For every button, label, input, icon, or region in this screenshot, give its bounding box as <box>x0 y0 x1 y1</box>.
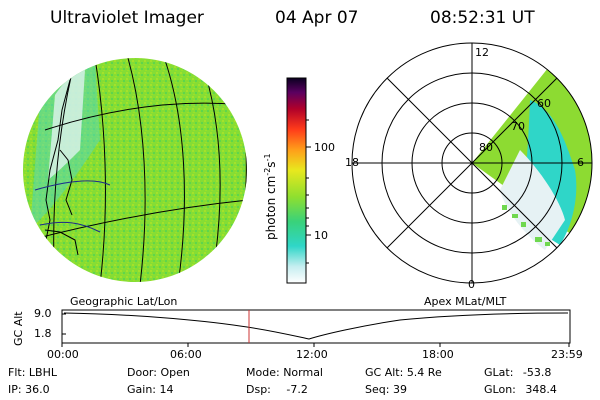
polar-plot <box>351 42 593 284</box>
info-ip-val: 36.0 <box>25 383 50 396</box>
info-glat: GLat: -53.8 <box>484 366 551 379</box>
timeline-ytick-1-8: 1.8 <box>34 327 52 340</box>
info-glon: GLon: 348.4 <box>484 383 557 396</box>
timeline-xtick-2359: 23:59 <box>551 348 583 361</box>
info-mode: Mode: Normal <box>246 366 323 379</box>
info-flt: Flt: LBHL <box>8 366 57 379</box>
info-glat-key: GLat: <box>484 366 514 379</box>
left-panel-label: Geographic Lat/Lon <box>70 295 178 308</box>
timeline-xtick-0600: 06:00 <box>170 348 202 361</box>
timeline-plot <box>61 309 571 347</box>
colorbar-label: photon cm-2s-1 <box>263 153 278 240</box>
earth-disk-image <box>23 58 247 282</box>
info-flt-val: LBHL <box>28 366 57 379</box>
info-gcalt-val: 5.4 Re <box>406 366 442 379</box>
colorbar <box>286 77 311 284</box>
info-ip-key: IP: <box>8 383 22 396</box>
info-seq-val: 39 <box>392 383 407 396</box>
info-door-key: Door: <box>127 366 157 379</box>
info-ip: IP: 36.0 <box>8 383 50 396</box>
mlt-label-6: 6 <box>577 156 584 169</box>
info-glon-val: 348.4 <box>525 383 557 396</box>
info-dsp-val: -7.2 <box>286 383 308 396</box>
info-seq-key: Seq: <box>365 383 390 396</box>
info-seq: Seq: 39 <box>365 383 407 396</box>
info-door-val: Open <box>160 366 190 379</box>
mlt-label-0: 0 <box>468 278 475 291</box>
instrument-title: Ultraviolet Imager <box>50 8 204 28</box>
info-mode-key: Mode: <box>246 366 280 379</box>
info-mode-val: Normal <box>283 366 323 379</box>
info-dsp: Dsp: -7.2 <box>246 383 308 396</box>
timeline-ylabel: GC Alt <box>12 311 25 346</box>
mlat-label-80: 80 <box>479 141 493 154</box>
info-gain-val: 14 <box>159 383 174 396</box>
info-glon-key: GLon: <box>484 383 516 396</box>
mlt-label-18: 18 <box>345 156 359 169</box>
timeline-ytick-9: 9.0 <box>34 307 52 320</box>
info-gcalt: GC Alt: 5.4 Re <box>365 366 442 379</box>
timeline-xtick-1800: 18:00 <box>422 348 454 361</box>
info-gain: Gain: 14 <box>127 383 174 396</box>
mlat-label-60: 60 <box>537 97 551 110</box>
info-gain-key: Gain: <box>127 383 156 396</box>
right-panel-label: Apex MLat/MLT <box>424 295 507 308</box>
info-glat-val: -53.8 <box>522 366 552 379</box>
mlt-label-12: 12 <box>475 46 489 59</box>
timeline-xtick-1200: 12:00 <box>296 348 328 361</box>
time-label: 08:52:31 UT <box>430 8 535 28</box>
info-gcalt-key: GC Alt: <box>365 366 404 379</box>
info-door: Door: Open <box>127 366 190 379</box>
colorbar-tick-100: 100 <box>314 141 335 154</box>
timeline-xtick-0000: 00:00 <box>47 348 79 361</box>
info-flt-key: Flt: <box>8 366 26 379</box>
colorbar-label-exp2: -1 <box>263 153 272 162</box>
date-label: 04 Apr 07 <box>275 8 359 28</box>
colorbar-label-s: s <box>264 161 278 168</box>
info-dsp-key: Dsp: <box>246 383 271 396</box>
colorbar-label-text: photon cm <box>264 175 278 240</box>
mlat-label-70: 70 <box>511 120 525 133</box>
colorbar-label-exp1: -2 <box>263 167 272 176</box>
colorbar-tick-10: 10 <box>314 229 328 242</box>
